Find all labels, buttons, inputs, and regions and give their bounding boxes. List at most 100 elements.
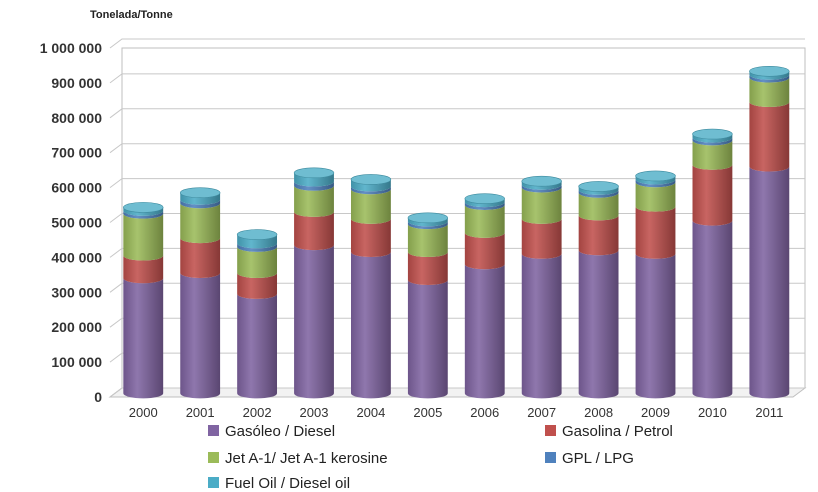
y-tick-label: 100 000 [51,354,102,370]
bar-segment-jet-a-1-jet-a-1-kerosine-2008 [578,192,619,221]
bar-segment-fuel-oil-diesel-oil-2001 [180,192,221,205]
legend-label: Gasolina / Petrol [562,423,673,440]
bar-segment-gpl-lpg-2005 [407,221,448,230]
y-tick-label: 500 000 [51,215,102,231]
bar-segment-fuel-oil-diesel-oil-2006 [464,198,505,208]
bar-group-2004 [350,174,392,399]
bar-segment-jet-a-1-jet-a-1-kerosine-2005 [407,224,448,258]
bar-segment-gas-leo-diesel-2003 [294,245,334,399]
bar-segment-jet-a-1-jet-a-1-kerosine-2002 [237,246,278,278]
bar-segment-gasolina-petrol-2009 [635,206,676,259]
bar-segment-jet-a-1-jet-a-1-kerosine-2010 [692,140,733,170]
bar-top-cap-2003 [293,167,335,179]
bar-group-2001 [179,187,221,399]
bars [123,65,790,399]
bar-segment-gpl-lpg-2000 [123,210,164,219]
legend-swatch [545,452,556,463]
legend-swatch [208,452,219,463]
bar-group-2010 [692,128,733,399]
bar-group-2006 [464,193,505,399]
bar-segment-fuel-oil-diesel-oil-2003 [294,172,334,187]
x-tick-label: 2010 [698,405,727,420]
bar-segment-fuel-oil-diesel-oil-2005 [407,217,448,227]
y-tick-label: 700 000 [51,145,102,161]
gridline [109,73,805,84]
bar-segment-fuel-oil-diesel-oil-2010 [692,134,733,143]
bar-group-2009 [635,170,676,399]
bar-segment-gpl-lpg-2008 [578,189,619,198]
bar-top-cap-2007 [521,175,562,187]
bar-segment-gpl-lpg-2001 [180,199,221,209]
gridline [109,213,805,223]
bar-segment-jet-a-1-jet-a-1-kerosine-2011 [749,77,790,107]
x-tick-label: 2001 [186,405,215,420]
x-axis: 2000 2001 2002 2003 2004 2005 2006 2007 2008 2009… [129,405,784,420]
legend-label: GPL / LPG [562,450,634,467]
x-tick-label: 2002 [243,405,272,420]
bar-segment-fuel-oil-diesel-oil-2011 [749,71,790,80]
bar-segment-jet-a-1-jet-a-1-kerosine-2003 [294,185,334,217]
bar-segment-gas-leo-diesel-2004 [351,252,391,399]
bar-top-cap-2008 [578,181,619,192]
x-tick-label: 2009 [641,405,670,420]
y-tick-label: 800 000 [51,110,102,126]
gridline [109,178,805,189]
bar-segment-gpl-lpg-2004 [351,186,391,195]
x-tick-label: 2008 [584,405,613,420]
bar-segment-gas-leo-diesel-2005 [407,279,448,399]
bar-segment-gasolina-petrol-2005 [407,252,448,285]
bar-segment-gasolina-petrol-2004 [351,218,391,258]
y-tick-label: 900 000 [51,75,102,91]
legend-swatch [208,425,219,436]
x-tick-label: 2005 [413,405,442,420]
bar-top-cap-2011 [749,65,790,77]
bar-segment-gas-leo-diesel-2010 [692,220,733,399]
bar-top-cap-2004 [350,174,392,185]
legend-item-gpl-lpg: GPL / LPG [545,450,634,467]
legend-item-fuel-oil-diesel-oil: Fuel Oil / Diesel oil [208,475,350,492]
bar-segment-gpl-lpg-2009 [635,179,676,188]
bar-segment-fuel-oil-diesel-oil-2000 [123,207,164,216]
gridline [109,143,805,154]
bar-segment-gpl-lpg-2003 [294,181,334,191]
bar-segment-gas-leo-diesel-2002 [237,293,278,399]
gridline [109,352,805,363]
bar-segment-gasolina-petrol-2007 [521,218,562,259]
gridline [109,38,805,49]
bar-segment-jet-a-1-jet-a-1-kerosine-2009 [635,182,676,212]
bar-segment-jet-a-1-jet-a-1-kerosine-2000 [123,213,164,261]
x-tick-label: 2006 [470,405,499,420]
bar-segment-fuel-oil-diesel-oil-2009 [635,175,676,185]
bar-segment-fuel-oil-diesel-oil-2004 [351,179,391,192]
y-tick-label: 400 000 [51,249,102,265]
bar-group-2007 [521,175,562,399]
y-axis: 0 100 000 200 000 300 000 400 000 500 000 600 … [40,40,103,405]
x-tick-label: 2004 [356,405,385,420]
bar-segment-gasolina-petrol-2003 [294,211,334,251]
bar-segment-jet-a-1-jet-a-1-kerosine-2004 [351,189,391,224]
x-tick-label: 2000 [129,405,158,420]
bar-segment-gasolina-petrol-2006 [464,232,505,270]
bar-segment-gasolina-petrol-2002 [237,272,278,299]
y-tick-label: 600 000 [51,180,102,196]
legend-swatch [208,477,219,488]
bar-segment-gpl-lpg-2007 [521,184,562,193]
y-tick-label: 200 000 [51,319,102,335]
bar-top-cap-2001 [179,187,221,199]
gridline [109,247,805,258]
bar-segment-gas-leo-diesel-2008 [578,250,619,399]
bar-segment-jet-a-1-jet-a-1-kerosine-2001 [180,203,221,244]
x-tick-label: 2011 [755,405,783,420]
y-tick-label: 0 [94,389,102,405]
unit-label: Tonelada/Tonne [90,9,173,21]
bar-segment-jet-a-1-jet-a-1-kerosine-2006 [464,204,505,238]
bar-top-cap-2005 [407,212,449,224]
bar-segment-gasolina-petrol-2001 [180,238,221,278]
bar-segment-gpl-lpg-2006 [464,202,505,210]
bar-segment-gpl-lpg-2011 [749,74,790,83]
bar-segment-jet-a-1-jet-a-1-kerosine-2007 [521,187,562,224]
gridline [109,282,805,293]
bar-group-2002 [236,229,278,399]
